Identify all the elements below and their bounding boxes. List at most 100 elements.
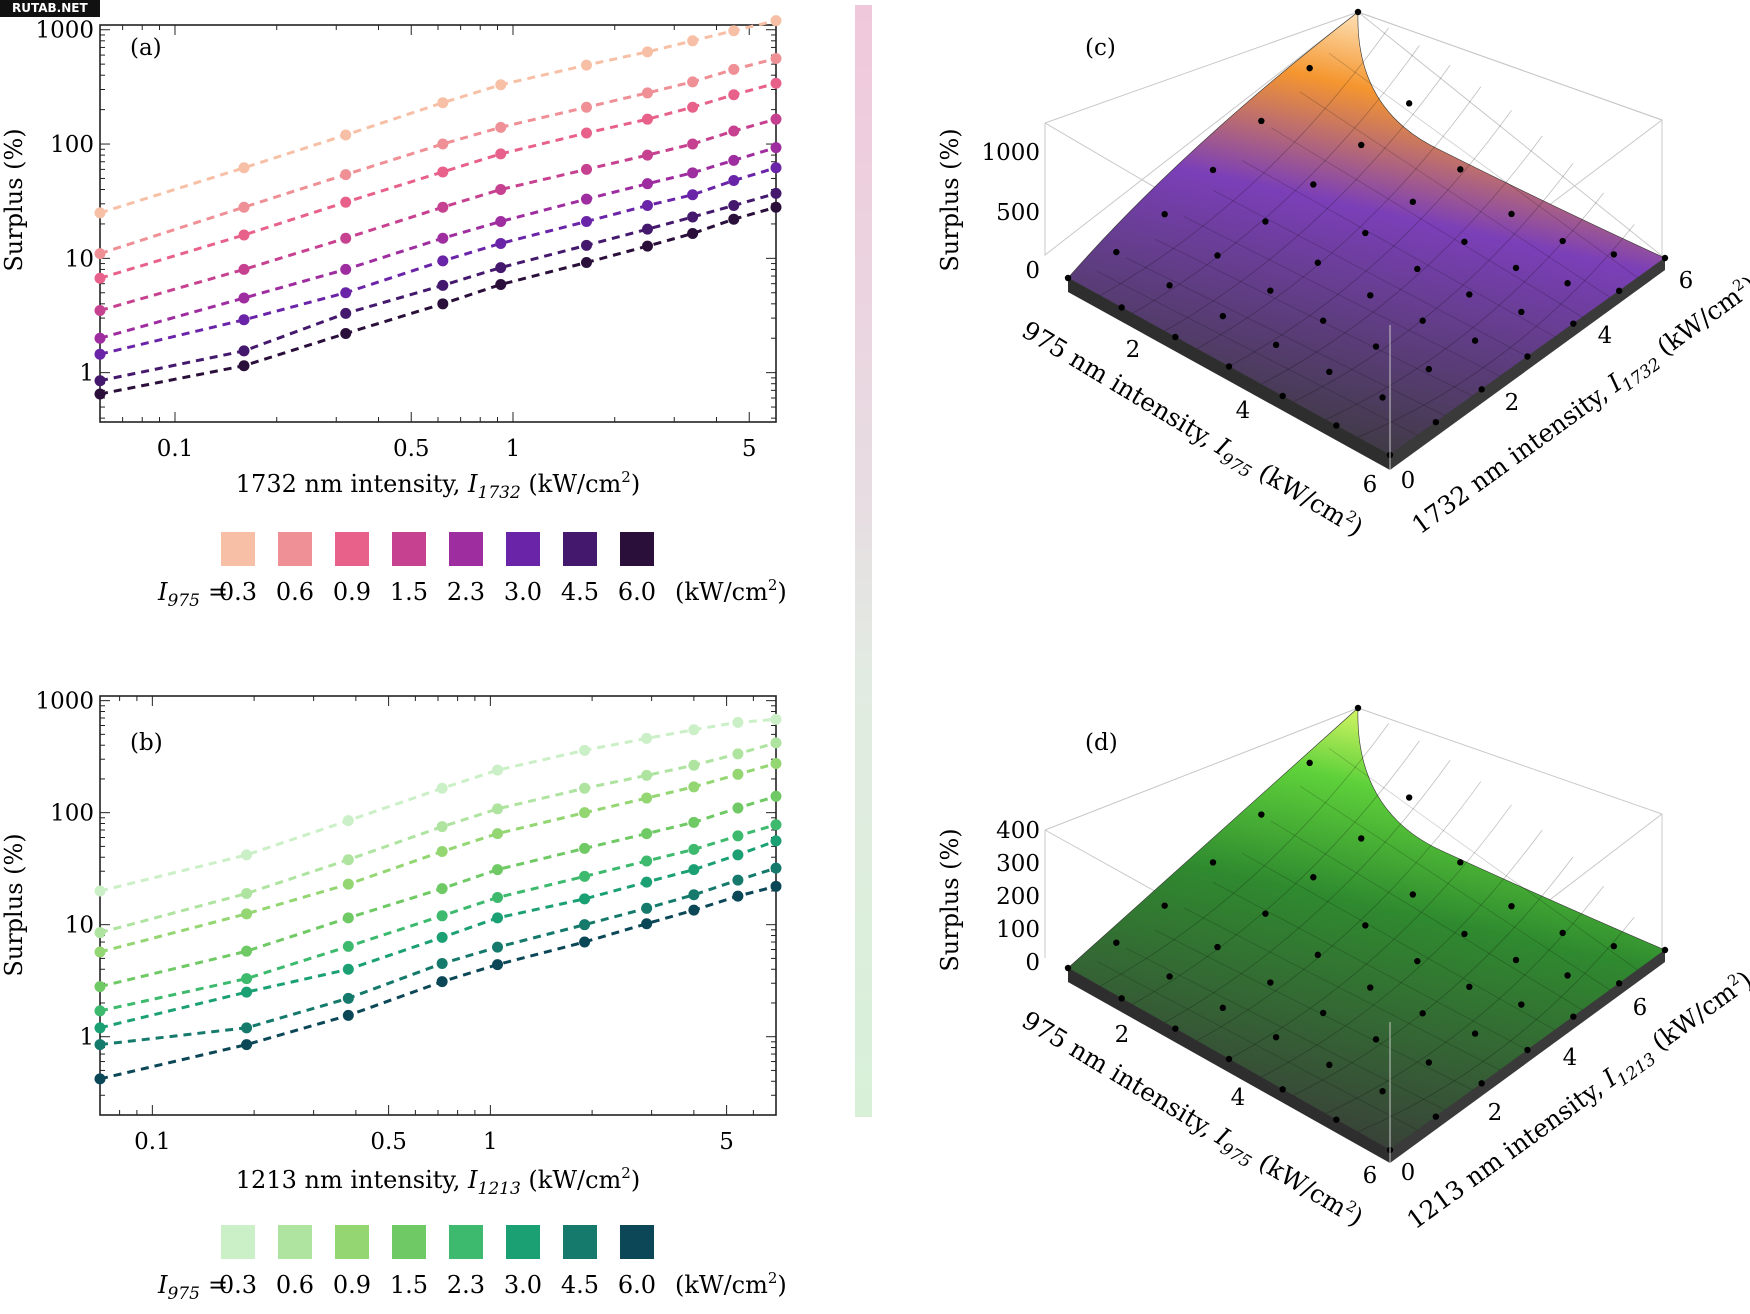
- b-series-line-2.3: [99, 823, 777, 1013]
- c-surface-point: [1333, 422, 1340, 429]
- x-tick-d-4: 4: [1231, 1085, 1246, 1111]
- b-data-point: [579, 807, 591, 819]
- b-legend-unit: (kW/cm2): [675, 1269, 787, 1299]
- a-data-point: [580, 101, 592, 113]
- d-surface-point: [1615, 980, 1623, 987]
- b-data-point: [732, 830, 744, 842]
- d-surface-point: [1310, 874, 1317, 881]
- d-surface-point: [1209, 859, 1217, 866]
- series-group-a: [94, 15, 782, 400]
- b-legend-swatch-4.5: [563, 1225, 597, 1259]
- d-surface-point: [1262, 910, 1269, 917]
- b-legend-swatch-0.9: [335, 1225, 369, 1259]
- c-surface-point: [1518, 308, 1525, 316]
- y-axis-label-a: Surplus (%): [0, 128, 28, 271]
- c-surface-point: [1409, 198, 1417, 206]
- a-data-point: [580, 127, 592, 139]
- y-tick-c-6: 6: [1679, 268, 1694, 294]
- d-surface-point: [1358, 835, 1365, 842]
- a-legend-value: 3.0: [504, 578, 542, 606]
- colorbar: [855, 5, 872, 1117]
- d-surface-point: [1326, 1061, 1333, 1069]
- a-series-line-0.6: [99, 57, 777, 256]
- b-data-point: [770, 757, 782, 769]
- d-mesh-line: [1357, 916, 1635, 1133]
- d-surface-point: [1457, 859, 1464, 866]
- d-mesh-line: [1125, 947, 1446, 1111]
- d-surface-point: [1064, 964, 1072, 972]
- a-data-point: [238, 345, 250, 357]
- panel-d: (d) Surplus (%) 400 300 200 100 0 2 4 6 …: [936, 704, 1750, 1235]
- c-mesh-line: [1261, 135, 1543, 385]
- a-data-point: [238, 360, 250, 372]
- a-data-point: [687, 101, 699, 113]
- c-surface-point: [1615, 287, 1623, 295]
- c-surface-point: [1306, 64, 1313, 72]
- surface-mesh-d: [1096, 723, 1638, 1133]
- a-data-point: [770, 142, 782, 154]
- a-series-line-6.0: [99, 205, 777, 396]
- c-mesh-line: [1357, 224, 1635, 438]
- b-data-point: [688, 816, 700, 828]
- z-tick-c-1000: 1000: [981, 140, 1040, 166]
- b-y-tick-label: 100: [50, 801, 94, 827]
- box-top-d1: [1044, 707, 1359, 831]
- a-y-tick-label: 1000: [35, 18, 94, 44]
- d-surface-point: [1524, 1046, 1531, 1054]
- a-data-point: [238, 314, 250, 326]
- b-data-point: [770, 737, 782, 749]
- c-surface-point: [1372, 343, 1380, 350]
- c-surface-point: [1457, 166, 1464, 173]
- b-legend-value: 1.5: [390, 1271, 428, 1299]
- a-data-point: [728, 213, 740, 225]
- c-surface-point: [1425, 365, 1433, 373]
- a-series-line-0.3: [99, 19, 777, 215]
- panel-b: (b) 0.1 0.5 1 5 1 10 100 1000 Surplus (%) 1213 …: [0, 689, 787, 1304]
- d-surface-point: [1333, 1116, 1340, 1123]
- box-top-c1: [1044, 11, 1359, 124]
- b-data-point: [342, 854, 354, 866]
- a-data-point: [687, 35, 699, 47]
- b-data-point: [641, 769, 653, 781]
- b-data-point: [342, 878, 354, 890]
- c-surface-point: [1326, 368, 1333, 376]
- d-surface-point: [1367, 984, 1374, 991]
- b-data-point: [641, 876, 653, 888]
- d-surface-point: [1225, 1055, 1233, 1063]
- c-mesh-line: [1241, 160, 1556, 338]
- c-mesh-line: [1196, 86, 1482, 350]
- d-surface-point: [1419, 1010, 1426, 1017]
- c-surface-point: [1354, 8, 1362, 16]
- b-data-point: [641, 918, 653, 930]
- y-tick-d-4: 4: [1563, 1045, 1578, 1071]
- a-data-point: [641, 178, 653, 190]
- c-surface-point: [1113, 248, 1120, 256]
- a-data-point: [94, 388, 106, 400]
- a-data-point: [238, 162, 250, 174]
- d-surface-point: [1267, 979, 1274, 986]
- d-surface-point: [1172, 1025, 1179, 1032]
- b-legend-swatch-2.3: [449, 1225, 483, 1259]
- panel-c: (c) Surplus (%) 1000 500 0 2 4 6 0 2 4 6…: [936, 8, 1750, 542]
- b-data-point: [436, 976, 448, 988]
- b-data-point: [241, 1022, 253, 1034]
- d-surface-point: [1354, 704, 1362, 712]
- b-data-point: [732, 802, 744, 814]
- c-surface-point: [1419, 317, 1426, 324]
- d-surface-point: [1661, 946, 1669, 954]
- b-data-point: [436, 883, 448, 895]
- d-mesh-line: [1164, 760, 1451, 1023]
- b-data-point: [688, 781, 700, 793]
- z-tick-d-0: 0: [1025, 950, 1040, 976]
- a-legend-swatch-2.3: [449, 532, 483, 566]
- x-axis-label-a-sup: 2: [621, 468, 631, 486]
- a-series-line-4.5: [99, 191, 777, 383]
- a-data-point: [728, 174, 740, 186]
- a-x-tick-label: 1: [506, 436, 521, 462]
- a-legend-swatch-6.0: [620, 532, 654, 566]
- a-data-point: [238, 292, 250, 304]
- a-y-tick-label: 100: [50, 132, 94, 158]
- b-data-point: [436, 846, 448, 858]
- a-series-line-0.9: [99, 81, 777, 280]
- c-surface-point: [1610, 251, 1618, 258]
